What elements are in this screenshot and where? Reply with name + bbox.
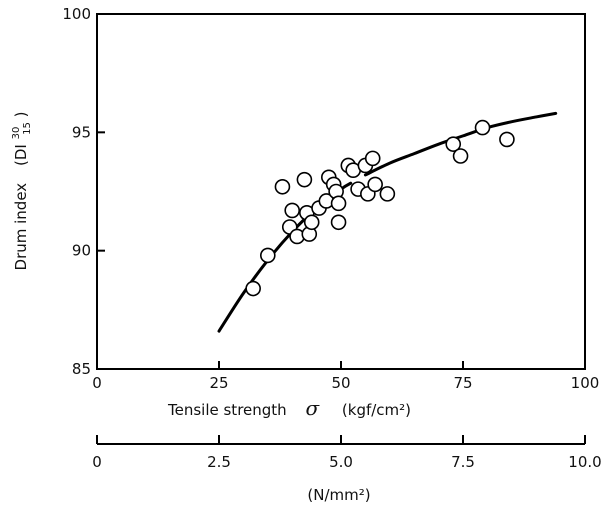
data-point [499,131,515,148]
data-point [364,150,381,167]
y-axis-ticks: 85 90 95 100 [62,5,105,378]
y-axis-symbol-sub: 15 [22,122,33,135]
x-tick-label: 0 [92,374,102,392]
data-point [303,214,320,231]
x-axis-ticks: 0 25 50 75 100 [92,361,599,392]
x-tick-label: 100 [571,374,600,392]
secondary-tick-label: 5.0 [329,453,353,471]
fit-curve-segment [363,111,558,177]
data-point [379,186,396,202]
secondary-x-axis: 0 2.5 5.0 7.5 10.0 [92,435,601,471]
y-axis-symbol-base: (DI [12,144,30,166]
data-point [445,136,462,152]
y-axis-symbol-sup: 30 [11,127,22,140]
data-point [474,119,491,136]
y-tick-label: 85 [72,360,91,378]
secondary-tick-label: 2.5 [207,453,231,471]
x-axis-label: Tensile strength [167,401,287,419]
x-axis-title: Tensile strength σ (kgf/cm²) [167,396,411,420]
y-axis-title: Drum index (DI 30 15 ) [5,112,34,271]
data-points-group [245,119,515,297]
data-point [330,195,347,212]
x-tick-label: 50 [331,374,350,392]
y-tick-label: 100 [62,5,91,23]
data-point [284,202,301,219]
secondary-tick-label: 7.5 [451,453,475,471]
data-point [245,280,261,297]
data-point [259,247,276,264]
data-point [330,214,347,231]
y-tick-label: 95 [72,123,91,141]
x-tick-label: 25 [209,374,228,392]
y-tick-label: 90 [72,242,91,260]
data-point [452,148,469,164]
x-tick-label: 75 [453,374,472,392]
y-axis-label: Drum index [12,183,30,271]
data-point [274,178,291,195]
secondary-tick-label: 10.0 [568,453,601,471]
secondary-tick-label: 0 [92,453,102,471]
y-axis-symbol-close: ) [12,112,30,118]
secondary-x-axis-unit: (N/mm²) [307,486,370,504]
data-point [296,171,313,188]
data-point [367,176,383,193]
x-axis-symbol: σ [305,396,320,420]
x-axis-unit: (kgf/cm²) [342,401,411,419]
